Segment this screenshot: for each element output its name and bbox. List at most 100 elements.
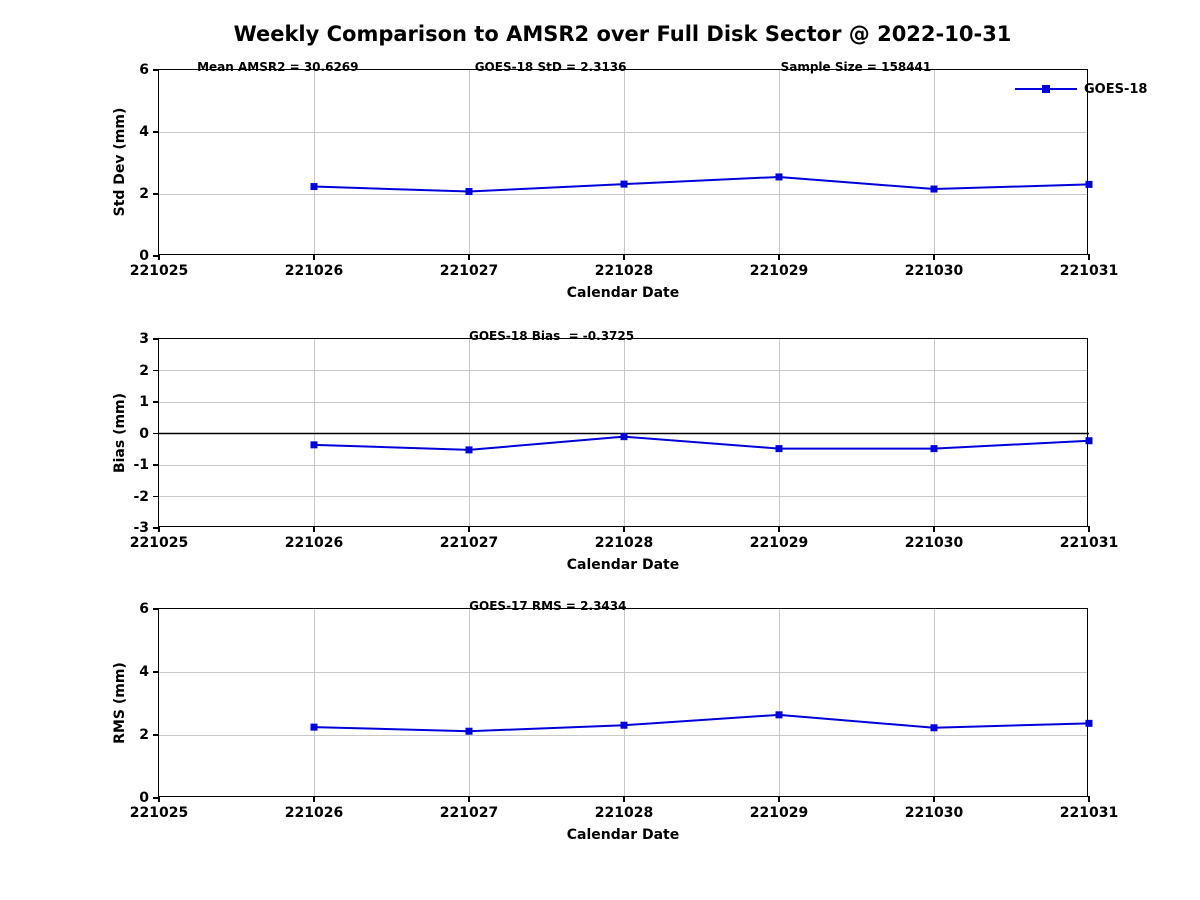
x-axis-tick (158, 526, 160, 532)
gridline-horizontal (159, 370, 1087, 371)
y-tick-label: 1 (139, 394, 149, 410)
y-axis-tick (153, 495, 159, 498)
gridline-horizontal (159, 401, 1087, 403)
plot-area: 221025 221026 221027 221028 221029 221030 2210… (130, 599, 1118, 821)
data-point-marker (775, 173, 783, 181)
x-tick-label: 221027 (439, 805, 499, 821)
y-axis-tick (153, 338, 159, 340)
x-axis-tick (1088, 254, 1090, 260)
gridline-vertical (933, 609, 935, 796)
data-point-marker (930, 185, 938, 193)
gridline-vertical (468, 609, 470, 796)
x-axis-tick (623, 254, 625, 260)
y-axis-label: Bias (mm) (112, 392, 128, 473)
x-axis-tick (778, 254, 780, 260)
data-point-marker (930, 724, 938, 732)
legend-line-marker-icon (1015, 85, 1077, 93)
y-tick-label: 4 (139, 124, 149, 140)
data-point-marker (930, 445, 938, 453)
x-axis-tick (623, 526, 625, 532)
y-axis-tick (153, 131, 159, 133)
gridline-vertical (313, 609, 315, 796)
x-tick-label: 221029 (749, 263, 809, 279)
y-axis-tick (153, 527, 159, 529)
gridline-vertical (623, 609, 625, 796)
gridline-horizontal (159, 464, 1087, 466)
plot-area: 221025 221026 221027 221028 221029 221030 2210… (130, 329, 1118, 551)
data-point-marker (620, 433, 628, 441)
gridline-vertical (933, 70, 935, 254)
data-line (313, 713, 1090, 733)
y-tick-label: 4 (139, 664, 149, 680)
y-tick-label: 3 (139, 331, 149, 347)
x-axis-label: Calendar Date (566, 557, 680, 573)
y-tick-label: -2 (133, 488, 149, 505)
data-line (313, 435, 1090, 451)
y-axis-label: Std Dev (mm) (112, 107, 128, 217)
x-tick-label: 221027 (439, 535, 499, 551)
y-axis-tick (153, 193, 159, 195)
y-axis-tick (153, 464, 159, 466)
legend: GOES-18 (1015, 81, 1147, 97)
x-tick-label: 221025 (129, 535, 189, 551)
x-axis-tick (778, 526, 780, 532)
x-tick-label: 221031 (1059, 535, 1119, 551)
y-tick-label: 0 (139, 248, 149, 264)
y-tick-label: 2 (139, 186, 149, 202)
y-tick-label: 6 (139, 62, 149, 78)
x-tick-label: 221030 (904, 805, 964, 821)
x-axis-tick (468, 254, 470, 260)
gridline-vertical (778, 339, 780, 526)
gridline-horizontal (159, 734, 1087, 736)
subplot-bias: 221025 221026 221027 221028 221029 221030 2210… (112, 329, 1118, 573)
data-point-marker (1085, 180, 1093, 188)
gridline-vertical (778, 609, 780, 796)
data-point-marker (775, 445, 783, 453)
gridline-horizontal (159, 671, 1087, 673)
x-axis-tick (158, 796, 160, 802)
legend-label: GOES-18 (1084, 81, 1148, 97)
annotation-text: Sample Size = 158441 (780, 60, 932, 74)
series-svg (310, 173, 1093, 196)
x-axis-tick (313, 526, 315, 532)
y-axis-tick (153, 671, 159, 673)
x-axis-tick (313, 254, 315, 260)
subplot-stddev: GOES-18 221025 221026 221027 221028 221029 22… (112, 60, 1147, 301)
gridline-vertical (623, 339, 625, 526)
gridline-horizontal (159, 193, 1087, 195)
x-tick-label: 221025 (129, 263, 189, 279)
gridline-vertical (468, 70, 470, 254)
x-axis-label: Calendar Date (566, 827, 680, 843)
x-axis-tick (778, 796, 780, 802)
data-point-marker (310, 441, 318, 449)
x-tick-label: 221028 (594, 263, 654, 279)
y-tick-label: 2 (139, 362, 149, 379)
series-svg (310, 711, 1093, 735)
data-point-marker (620, 721, 628, 729)
x-tick-label: 221026 (284, 805, 344, 821)
y-tick-label: 0 (139, 425, 149, 442)
x-axis-tick (1088, 796, 1090, 802)
x-axis-tick (933, 254, 935, 260)
x-tick-label: 221028 (594, 535, 654, 551)
gridline-vertical (468, 339, 470, 526)
gridline-horizontal (159, 496, 1087, 497)
figure-title: Weekly Comparison to AMSR2 over Full Dis… (233, 22, 1012, 46)
data-point-marker (775, 711, 783, 719)
y-axis-tick (153, 734, 159, 736)
gridline-horizontal (159, 131, 1087, 133)
x-axis-label: Calendar Date (566, 285, 680, 301)
subplot-rms: 221025 221026 221027 221028 221029 221030 2210… (112, 599, 1118, 843)
data-point-marker (465, 727, 473, 735)
x-tick-label: 221029 (749, 805, 809, 821)
x-tick-label: 221030 (904, 263, 964, 279)
x-tick-label: 221031 (1059, 805, 1119, 821)
data-point-marker (620, 180, 628, 188)
gridline-vertical (313, 339, 315, 526)
annotation-text: GOES-18 Bias = -0.3725 (468, 329, 635, 343)
data-point-marker (1085, 719, 1093, 727)
x-axis-tick (468, 526, 470, 532)
annotation-text: GOES-17 RMS = 2.3434 (469, 599, 627, 613)
y-tick-label: -3 (133, 520, 149, 536)
annotation-text: Mean AMSR2 = 30.6269 (197, 60, 359, 74)
